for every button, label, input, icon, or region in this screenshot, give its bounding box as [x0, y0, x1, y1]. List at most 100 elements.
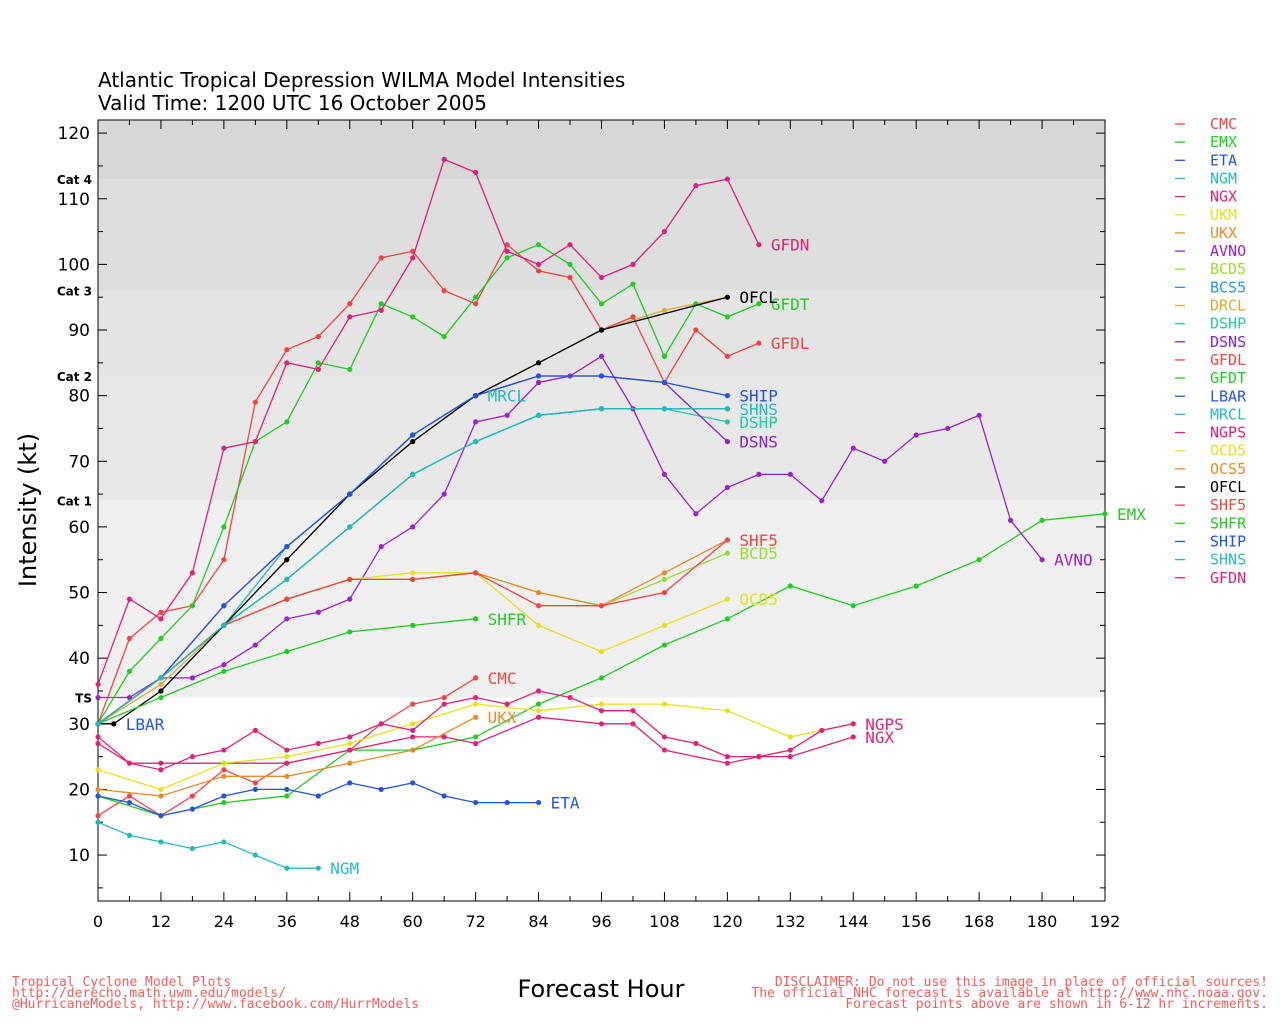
series-line [97, 821, 319, 869]
data-point [347, 314, 353, 320]
data-point [661, 570, 668, 576]
data-point [158, 767, 164, 773]
data-point [410, 721, 416, 727]
series-eta [95, 780, 542, 819]
y-tick-label: 80 [68, 387, 90, 407]
data-point [473, 294, 479, 300]
legend-entry: OFCL [1210, 478, 1246, 496]
data-point [284, 543, 290, 550]
data-point [284, 760, 290, 766]
legend-entry: BCS5 [1210, 278, 1246, 296]
data-point [284, 557, 290, 563]
data-point [535, 261, 542, 267]
data-point [473, 701, 479, 707]
data-point [882, 458, 888, 464]
data-point [724, 314, 730, 320]
chart-subtitle: Valid Time: 1200 UTC 16 October 2005 [98, 91, 487, 115]
data-point [315, 360, 321, 366]
series-end-label: CMC [488, 669, 517, 688]
y-tick-label: 110 [58, 190, 90, 210]
data-point [126, 694, 133, 701]
data-point [221, 839, 227, 845]
category-label: Cat 3 [57, 285, 92, 299]
legend-entry: SHFR [1210, 514, 1247, 532]
data-point [724, 393, 730, 399]
series-end-label: NGPS [865, 715, 904, 734]
x-tick-label: 84 [528, 912, 548, 931]
data-point [284, 596, 290, 602]
footer-credits-line[interactable]: http://derecho.math.uwm.edu/models/ [12, 986, 286, 1001]
x-tick-label: 0 [93, 912, 103, 931]
data-point [441, 701, 447, 707]
data-point [284, 649, 290, 655]
data-point [189, 603, 196, 609]
series-end-label: UKX [488, 708, 517, 727]
data-point [347, 301, 353, 307]
y-tick-label: 100 [58, 255, 90, 275]
data-point [284, 347, 290, 353]
category-band [98, 375, 1105, 501]
data-point [661, 747, 668, 753]
data-point [221, 445, 227, 451]
data-point [598, 327, 605, 333]
data-point [158, 813, 164, 819]
category-label: TS [75, 692, 92, 706]
data-point [221, 760, 227, 766]
x-tick-label: 24 [214, 912, 234, 931]
data-point [535, 622, 542, 628]
series-end-label: MRCL [488, 387, 527, 406]
data-point [347, 734, 353, 740]
footer-credits-line[interactable]: @HurricaneModels, http://www.facebook.co… [12, 997, 419, 1012]
data-point [1102, 511, 1108, 517]
data-point [95, 767, 101, 773]
series-line [97, 243, 760, 725]
data-point [95, 813, 101, 819]
data-point [756, 242, 762, 248]
data-point [315, 609, 321, 615]
series-gfdl [95, 242, 762, 727]
data-point [221, 767, 227, 773]
data-point [221, 557, 227, 563]
data-point [693, 327, 699, 333]
data-point [441, 694, 447, 701]
data-point [598, 353, 605, 359]
x-tick-label: 192 [1090, 912, 1121, 931]
data-point [598, 649, 605, 655]
legend-entry: BCD5 [1210, 260, 1246, 278]
data-point [95, 734, 101, 740]
data-point [850, 603, 856, 609]
category-band [98, 500, 1105, 698]
data-point [724, 550, 730, 556]
data-point [473, 675, 479, 681]
series-end-label: ETA [551, 794, 580, 813]
data-point [598, 701, 605, 707]
data-point [504, 412, 510, 418]
y-tick-label: 40 [68, 649, 90, 669]
data-point [284, 616, 290, 622]
series-line [97, 158, 760, 685]
x-axis-label: Forecast Hour [518, 975, 685, 1003]
series-ngm [95, 819, 321, 871]
data-point [598, 721, 605, 727]
data-point [315, 366, 321, 372]
data-point [724, 537, 730, 543]
data-point [158, 839, 164, 845]
data-point [787, 734, 793, 740]
data-point [1039, 557, 1045, 563]
data-point [724, 353, 730, 359]
data-point [347, 366, 353, 372]
series-shns [95, 406, 730, 727]
series-line [97, 677, 476, 817]
footer-credits-line: Tropical Cyclone Model Plots [12, 975, 232, 990]
legend-entry: NGPS [1210, 424, 1246, 442]
data-point [819, 498, 825, 504]
series-end-label: OCD5 [739, 590, 778, 609]
data-point [598, 675, 605, 681]
data-point [441, 156, 447, 162]
data-point [158, 681, 164, 688]
data-point [378, 721, 384, 727]
data-point [441, 734, 447, 740]
data-point [158, 609, 164, 615]
data-point [221, 622, 227, 628]
data-point [661, 379, 668, 386]
